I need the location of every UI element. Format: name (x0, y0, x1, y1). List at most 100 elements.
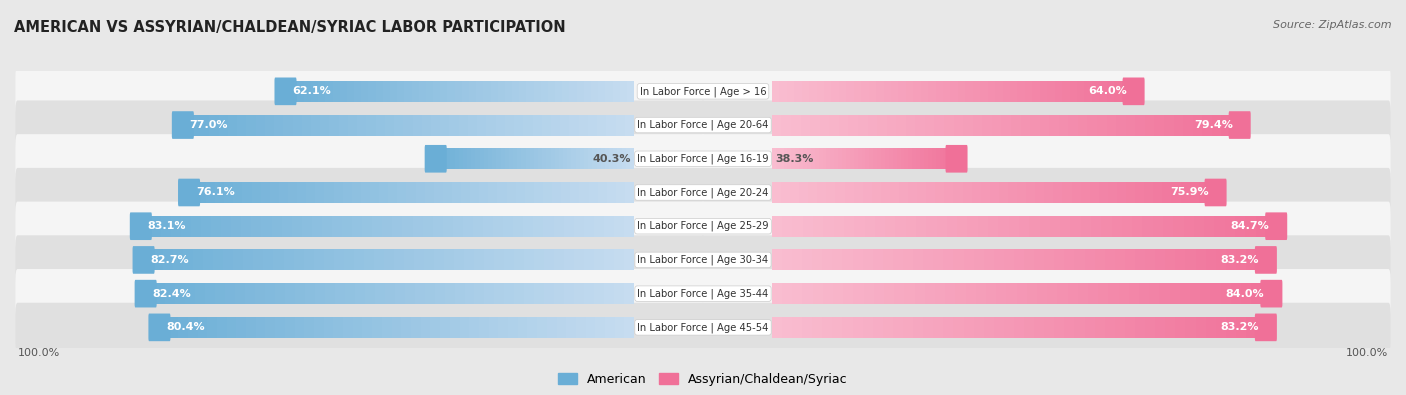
Bar (1007, 283, 1017, 304)
Bar (1004, 250, 1014, 271)
Bar (848, 115, 858, 135)
Bar (425, 283, 434, 304)
Bar (823, 148, 827, 169)
Bar (794, 81, 801, 102)
Bar (498, 317, 508, 338)
Bar (796, 148, 799, 169)
Bar (966, 81, 973, 102)
Bar (1064, 250, 1074, 271)
Bar (143, 250, 153, 271)
Bar (957, 216, 967, 237)
Bar (792, 250, 803, 271)
Bar (246, 115, 256, 135)
Bar (943, 250, 953, 271)
Bar (450, 148, 454, 169)
Bar (1008, 216, 1019, 237)
Bar (485, 283, 495, 304)
Bar (606, 81, 613, 102)
Bar (586, 317, 595, 338)
Bar (866, 148, 869, 169)
Bar (614, 216, 624, 237)
Bar (1047, 81, 1054, 102)
Bar (1144, 182, 1153, 203)
Bar (352, 182, 361, 203)
Bar (780, 182, 790, 203)
Bar (509, 148, 513, 169)
Bar (314, 250, 323, 271)
FancyBboxPatch shape (135, 280, 156, 307)
Bar (197, 182, 207, 203)
Bar (943, 317, 953, 338)
Bar (534, 182, 543, 203)
Bar (329, 115, 339, 135)
Bar (382, 81, 389, 102)
Bar (893, 250, 903, 271)
Bar (780, 148, 783, 169)
Bar (375, 115, 385, 135)
Bar (256, 317, 266, 338)
Bar (842, 148, 846, 169)
Bar (627, 81, 634, 102)
FancyBboxPatch shape (1254, 314, 1277, 341)
Bar (873, 250, 883, 271)
Bar (441, 148, 446, 169)
Bar (1115, 317, 1125, 338)
Bar (1067, 283, 1078, 304)
Bar (884, 283, 894, 304)
FancyBboxPatch shape (149, 314, 170, 341)
Bar (834, 216, 844, 237)
Bar (433, 182, 443, 203)
FancyBboxPatch shape (945, 145, 967, 173)
Bar (179, 182, 188, 203)
Bar (1088, 283, 1098, 304)
Bar (904, 283, 915, 304)
Bar (204, 250, 214, 271)
Bar (226, 317, 236, 338)
Bar (614, 317, 624, 338)
Bar (1025, 81, 1032, 102)
Bar (1098, 182, 1108, 203)
Bar (477, 81, 484, 102)
Bar (458, 115, 468, 135)
FancyBboxPatch shape (15, 235, 704, 284)
Bar (181, 115, 191, 135)
FancyBboxPatch shape (702, 168, 1391, 217)
Bar (1202, 115, 1212, 135)
Bar (575, 148, 579, 169)
Bar (332, 216, 342, 237)
FancyBboxPatch shape (179, 179, 200, 206)
Bar (897, 148, 901, 169)
Bar (1070, 216, 1081, 237)
Bar (924, 317, 934, 338)
Bar (191, 115, 200, 135)
Bar (537, 317, 547, 338)
Bar (291, 216, 302, 237)
Text: In Labor Force | Age 20-24: In Labor Force | Age 20-24 (637, 187, 769, 198)
Bar (957, 81, 966, 102)
Bar (505, 283, 515, 304)
Bar (853, 182, 863, 203)
Bar (1116, 115, 1126, 135)
Bar (253, 250, 263, 271)
Bar (1143, 216, 1153, 237)
Bar (554, 250, 564, 271)
Bar (624, 216, 634, 237)
Bar (574, 250, 583, 271)
Bar (1166, 250, 1175, 271)
Bar (799, 148, 803, 169)
Bar (813, 317, 823, 338)
Text: 40.3%: 40.3% (593, 154, 631, 164)
Bar (813, 216, 824, 237)
Bar (221, 216, 231, 237)
Bar (325, 283, 335, 304)
Bar (1057, 283, 1067, 304)
Bar (1267, 317, 1277, 338)
Bar (333, 81, 340, 102)
Bar (1156, 250, 1166, 271)
Bar (170, 216, 181, 237)
Bar (491, 81, 498, 102)
Bar (583, 81, 591, 102)
Bar (501, 148, 505, 169)
Bar (772, 81, 779, 102)
Bar (953, 182, 963, 203)
